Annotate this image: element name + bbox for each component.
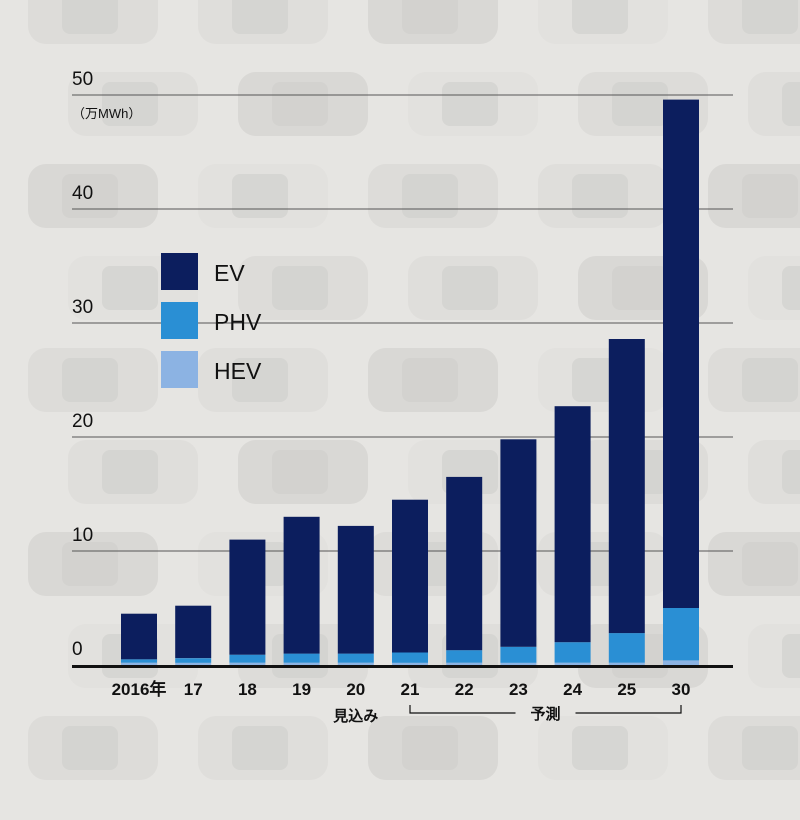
bar-segment-phv [608, 633, 645, 663]
bar-segment-ev [337, 525, 374, 654]
bar-segment-phv [663, 608, 699, 661]
bar-segment-hev [500, 662, 537, 665]
bar-segment-ev [608, 339, 645, 634]
bar-segment-ev [229, 539, 266, 655]
background-car-window [612, 82, 668, 126]
background-car-window [102, 82, 158, 126]
background-car-window [232, 174, 288, 218]
x-tick-label: 2016年 [112, 679, 167, 699]
bar-segment-hev [392, 662, 428, 665]
bar-segment-phv [500, 646, 537, 663]
background-car-window [232, 726, 288, 770]
y-tick-label: 0 [72, 639, 83, 660]
x-tick-label: 19 [292, 680, 311, 699]
legend-label-ev: EV [214, 260, 245, 286]
bar-segment-phv [392, 652, 428, 663]
background-car-window [402, 726, 458, 770]
bar-segment-ev [392, 499, 428, 653]
y-tick-label: 50 [72, 69, 93, 90]
background-car-window [232, 0, 288, 34]
background-car-window [402, 358, 458, 402]
background-car-window [572, 726, 628, 770]
background-car-window [272, 266, 328, 310]
bar-segment-ev [121, 613, 157, 660]
y-tick-label: 30 [72, 297, 93, 318]
background-car-window [742, 0, 798, 34]
bar-segment-phv [554, 642, 591, 663]
background-car-window [742, 174, 798, 218]
background-car-window [232, 358, 288, 402]
bar-segment-phv [175, 658, 212, 663]
background-car-window [62, 358, 118, 402]
bar-segment-hev [337, 662, 374, 665]
background-car-window [572, 0, 628, 34]
background-car-window [782, 266, 800, 310]
background-car-window [62, 0, 118, 34]
x-tick-label: 18 [238, 680, 257, 699]
bar-segment-ev [500, 439, 537, 647]
background-car-window [102, 266, 158, 310]
bar-segment-phv [446, 650, 483, 663]
background-car-window [272, 82, 328, 126]
bar-segment-hev [283, 662, 320, 665]
background-car-window [782, 82, 800, 126]
y-tick-label: 10 [72, 525, 93, 546]
background-car-window [272, 450, 328, 494]
bar-segment-hev [608, 662, 645, 665]
bar-segment-ev [554, 406, 591, 643]
y-tick-label: 20 [72, 411, 93, 432]
background-car-window [102, 450, 158, 494]
x-tick-label: 30 [672, 680, 691, 699]
bar-segment-hev [175, 662, 212, 665]
bar-segment-hev [229, 662, 266, 665]
bar-segment-ev [283, 516, 320, 654]
bar-segment-hev [554, 662, 591, 665]
background-car-window [402, 174, 458, 218]
background-car-window [62, 542, 118, 586]
annotation-estimate: 見込み [332, 707, 378, 725]
background-car-window [782, 634, 800, 678]
x-tick-label: 17 [184, 680, 203, 699]
background-car-window [742, 542, 798, 586]
legend-swatch-hev [161, 351, 198, 388]
y-tick-label: 40 [72, 183, 93, 204]
legend-swatch-ev [161, 253, 198, 290]
x-tick-label: 24 [563, 680, 582, 699]
bar-segment-phv [229, 654, 266, 663]
bar-segment-ev [663, 99, 699, 608]
x-tick-label: 22 [455, 680, 474, 699]
x-tick-label: 21 [401, 680, 420, 699]
bar-segment-phv [121, 659, 157, 663]
bar-segment-phv [337, 653, 374, 663]
legend-swatch-phv [161, 302, 198, 339]
background-car-window [742, 358, 798, 402]
bar-segment-ev [446, 476, 483, 651]
background-car-window [442, 82, 498, 126]
background-car-window [402, 0, 458, 34]
bar-segment-hev [663, 660, 699, 665]
background-car-window [572, 174, 628, 218]
x-tick-label: 20 [346, 680, 365, 699]
annotation-forecast: 予測 [530, 705, 560, 723]
background-car-window [612, 266, 668, 310]
background-car-window [62, 174, 118, 218]
background-car-window [442, 266, 498, 310]
x-tick-label: 23 [509, 680, 528, 699]
y-unit-label: （万MWh） [72, 106, 141, 121]
legend-label-phv: PHV [214, 309, 262, 335]
legend-label-hev: HEV [214, 358, 262, 384]
bar-segment-hev [121, 662, 157, 665]
background-car-window [742, 726, 798, 770]
bar-segment-ev [175, 605, 212, 659]
bar-segment-phv [283, 653, 320, 663]
background-car-window [62, 726, 118, 770]
background-car-window [782, 450, 800, 494]
bar-segment-hev [446, 662, 483, 665]
forecast-bracket [409, 705, 682, 714]
x-tick-label: 25 [617, 680, 636, 699]
